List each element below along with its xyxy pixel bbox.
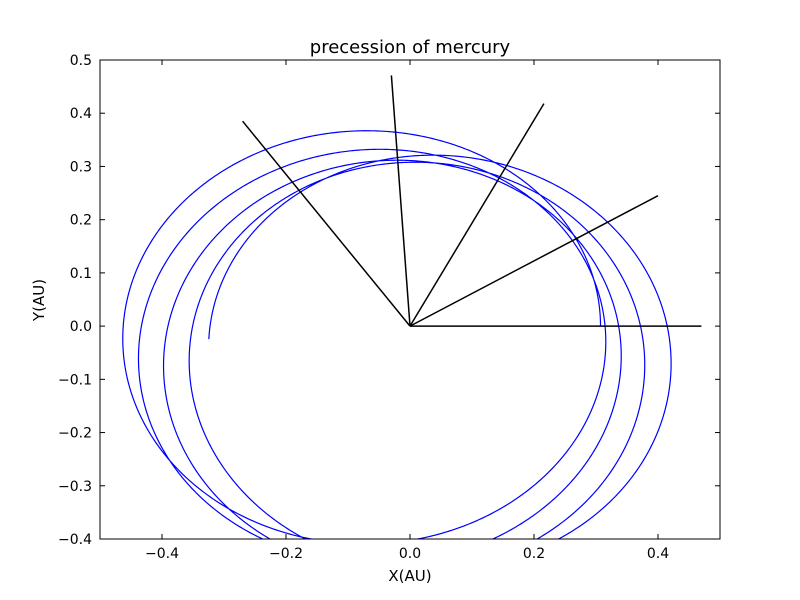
axis-ticks: −0.4 −0.2 0.0 0.2 0.4 −0.4 −0.3 −0.2 −0.1 0.0 0.1 0… [58, 53, 720, 562]
y-tick-label: −0.3 [58, 479, 92, 495]
y-tick-label: −0.2 [58, 426, 92, 442]
x-tick-label: −0.2 [269, 546, 303, 562]
perihelion-line-5 [242, 120, 411, 327]
x-tick-label: 0.2 [523, 546, 545, 562]
x-axis-label: X(AU) [388, 567, 431, 585]
chart-title: precession of mercury [310, 37, 511, 58]
x-tick-label: −0.4 [145, 546, 179, 562]
y-axis-label: Y(AU) [30, 279, 48, 322]
y-tick-label: 0.0 [70, 319, 92, 335]
x-tick-label: 0.4 [647, 546, 669, 562]
y-tick-label: 0.1 [70, 266, 92, 282]
y-tick-label: −0.1 [58, 372, 92, 388]
perihelion-line-2 [409, 195, 659, 327]
x-tick-label: 0.0 [399, 546, 421, 562]
y-tick-label: 0.2 [70, 213, 92, 229]
perihelion-line-3 [409, 103, 545, 327]
y-tick-label: 0.5 [70, 53, 92, 69]
y-tick-label: −0.4 [58, 532, 92, 548]
y-tick-label: 0.3 [70, 159, 92, 175]
plot-area [122, 75, 702, 539]
orbit-series [122, 130, 672, 539]
y-tick-label: 0.4 [70, 106, 92, 122]
perihelion-line-4 [390, 75, 411, 327]
